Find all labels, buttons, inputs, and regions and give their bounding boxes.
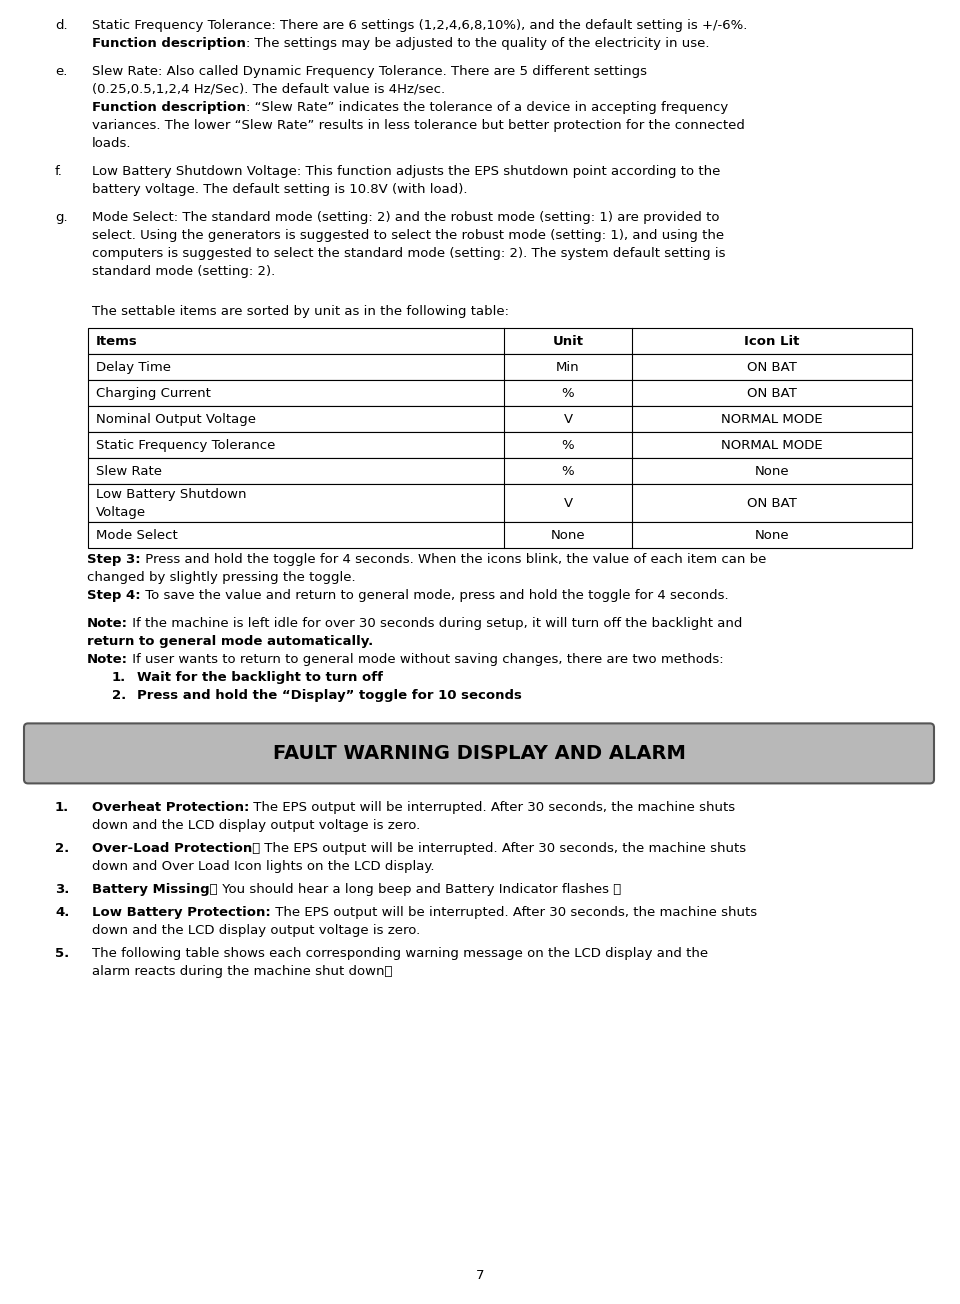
Text: V: V — [564, 413, 572, 426]
Text: Press and hold the toggle for 4 seconds. When the icons blink, the value of each: Press and hold the toggle for 4 seconds.… — [140, 553, 766, 566]
Text: e.: e. — [55, 65, 67, 78]
Text: standard mode (setting: 2).: standard mode (setting: 2). — [92, 265, 276, 278]
Text: NORMAL MODE: NORMAL MODE — [721, 413, 823, 426]
Text: g.: g. — [55, 211, 67, 224]
Text: (0.25,0.5,1,2,4 Hz/Sec). The default value is 4Hz/sec.: (0.25,0.5,1,2,4 Hz/Sec). The default val… — [92, 83, 445, 96]
Text: 3.: 3. — [55, 883, 69, 896]
Text: NORMAL MODE: NORMAL MODE — [721, 439, 823, 452]
Text: Low Battery Protection:: Low Battery Protection: — [92, 906, 271, 919]
Text: Nominal Output Voltage: Nominal Output Voltage — [96, 413, 256, 426]
Bar — [88, 381, 912, 407]
Text: V: V — [564, 497, 572, 510]
Text: Note:: Note: — [87, 617, 128, 630]
Text: battery voltage. The default setting is 10.8V (with load).: battery voltage. The default setting is … — [92, 183, 468, 196]
Text: loads.: loads. — [92, 137, 132, 150]
Text: The following table shows each corresponding warning message on the LCD display : The following table shows each correspon… — [92, 948, 708, 961]
Text: Over-Load Protection：: Over-Load Protection： — [92, 842, 260, 855]
Text: None: None — [755, 466, 789, 477]
Text: 4.: 4. — [55, 906, 69, 919]
Text: 5.: 5. — [55, 948, 69, 961]
Text: Icon Lit: Icon Lit — [744, 335, 800, 348]
Text: Step 4:: Step 4: — [87, 589, 140, 602]
Text: down and the LCD display output voltage is zero.: down and the LCD display output voltage … — [92, 925, 420, 938]
Bar — [88, 433, 912, 459]
Text: : The settings may be adjusted to the quality of the electricity in use.: : The settings may be adjusted to the qu… — [246, 37, 709, 50]
Text: Step 3:: Step 3: — [87, 553, 140, 566]
Text: The EPS output will be interrupted. After 30 seconds, the machine shuts: The EPS output will be interrupted. Afte… — [250, 802, 735, 815]
Text: 1.: 1. — [112, 672, 127, 685]
Text: 2.: 2. — [112, 690, 127, 703]
Text: Unit: Unit — [553, 335, 584, 348]
Text: Low Battery Shutdown: Low Battery Shutdown — [96, 488, 247, 501]
Text: computers is suggested to select the standard mode (setting: 2). The system defa: computers is suggested to select the sta… — [92, 246, 726, 259]
Bar — [88, 355, 912, 381]
Text: variances. The lower “Slew Rate” results in less tolerance but better protection: variances. The lower “Slew Rate” results… — [92, 119, 745, 132]
Text: Function description: Function description — [92, 100, 246, 113]
Text: Charging Current: Charging Current — [96, 387, 211, 400]
Text: Wait for the backlight to turn off: Wait for the backlight to turn off — [137, 672, 383, 685]
Text: Static Frequency Tolerance: There are 6 settings (1,2,4,6,8,10%), and the defaul: Static Frequency Tolerance: There are 6 … — [92, 20, 748, 33]
Text: ON BAT: ON BAT — [747, 387, 797, 400]
Text: down and the LCD display output voltage is zero.: down and the LCD display output voltage … — [92, 819, 420, 832]
Text: Function description: Function description — [92, 37, 246, 50]
Text: ON BAT: ON BAT — [747, 361, 797, 374]
Text: %: % — [562, 439, 574, 452]
Text: Press and hold the “Display” toggle for 10 seconds: Press and hold the “Display” toggle for … — [137, 690, 522, 703]
Text: Items: Items — [96, 335, 137, 348]
Bar — [88, 484, 912, 523]
Text: 2.: 2. — [55, 842, 69, 855]
Text: 1.: 1. — [55, 802, 69, 815]
Text: Overheat Protection:: Overheat Protection: — [92, 802, 250, 815]
Text: Static Frequency Tolerance: Static Frequency Tolerance — [96, 439, 276, 452]
Text: down and Over Load Icon lights on the LCD display.: down and Over Load Icon lights on the LC… — [92, 861, 435, 874]
Text: changed by slightly pressing the toggle.: changed by slightly pressing the toggle. — [87, 571, 355, 584]
Text: None: None — [551, 529, 586, 542]
Text: : “Slew Rate” indicates the tolerance of a device in accepting frequency: : “Slew Rate” indicates the tolerance of… — [246, 100, 728, 113]
Text: 7: 7 — [476, 1269, 484, 1282]
Bar — [88, 459, 912, 484]
Text: You should hear a long beep and Battery Indicator flashes 。: You should hear a long beep and Battery … — [218, 883, 621, 896]
Text: If the machine is left idle for over 30 seconds during setup, it will turn off t: If the machine is left idle for over 30 … — [128, 617, 742, 630]
Text: select. Using the generators is suggested to select the robust mode (setting: 1): select. Using the generators is suggeste… — [92, 230, 724, 243]
Text: %: % — [562, 387, 574, 400]
Text: If user wants to return to general mode without saving changes, there are two me: If user wants to return to general mode … — [128, 653, 724, 666]
Text: The EPS output will be interrupted. After 30 seconds, the machine shuts: The EPS output will be interrupted. Afte… — [271, 906, 756, 919]
Text: ON BAT: ON BAT — [747, 497, 797, 510]
Text: d.: d. — [55, 20, 67, 33]
Text: Slew Rate: Also called Dynamic Frequency Tolerance. There are 5 different settin: Slew Rate: Also called Dynamic Frequency… — [92, 65, 647, 78]
Text: FAULT WARNING DISPLAY AND ALARM: FAULT WARNING DISPLAY AND ALARM — [273, 743, 685, 763]
Text: alarm reacts during the machine shut down：: alarm reacts during the machine shut dow… — [92, 965, 393, 978]
Text: Low Battery Shutdown Voltage: This function adjusts the EPS shutdown point accor: Low Battery Shutdown Voltage: This funct… — [92, 166, 720, 179]
Bar — [88, 407, 912, 433]
Text: Mode Select: The standard mode (setting: 2) and the robust mode (setting: 1) are: Mode Select: The standard mode (setting:… — [92, 211, 719, 224]
Text: return to general mode automatically.: return to general mode automatically. — [87, 635, 373, 648]
Text: Voltage: Voltage — [96, 506, 146, 519]
Text: The settable items are sorted by unit as in the following table:: The settable items are sorted by unit as… — [92, 305, 509, 318]
Bar — [88, 523, 912, 549]
Text: The EPS output will be interrupted. After 30 seconds, the machine shuts: The EPS output will be interrupted. Afte… — [260, 842, 746, 855]
Text: To save the value and return to general mode, press and hold the toggle for 4 se: To save the value and return to general … — [140, 589, 729, 602]
Text: Delay Time: Delay Time — [96, 361, 171, 374]
Text: f.: f. — [55, 166, 62, 179]
Text: Min: Min — [556, 361, 580, 374]
Text: Battery Missing：: Battery Missing： — [92, 883, 218, 896]
Text: None: None — [755, 529, 789, 542]
FancyBboxPatch shape — [24, 724, 934, 784]
Text: Slew Rate: Slew Rate — [96, 466, 162, 477]
Text: %: % — [562, 466, 574, 477]
Text: Mode Select: Mode Select — [96, 529, 178, 542]
Bar — [88, 329, 912, 355]
Text: Note:: Note: — [87, 653, 128, 666]
